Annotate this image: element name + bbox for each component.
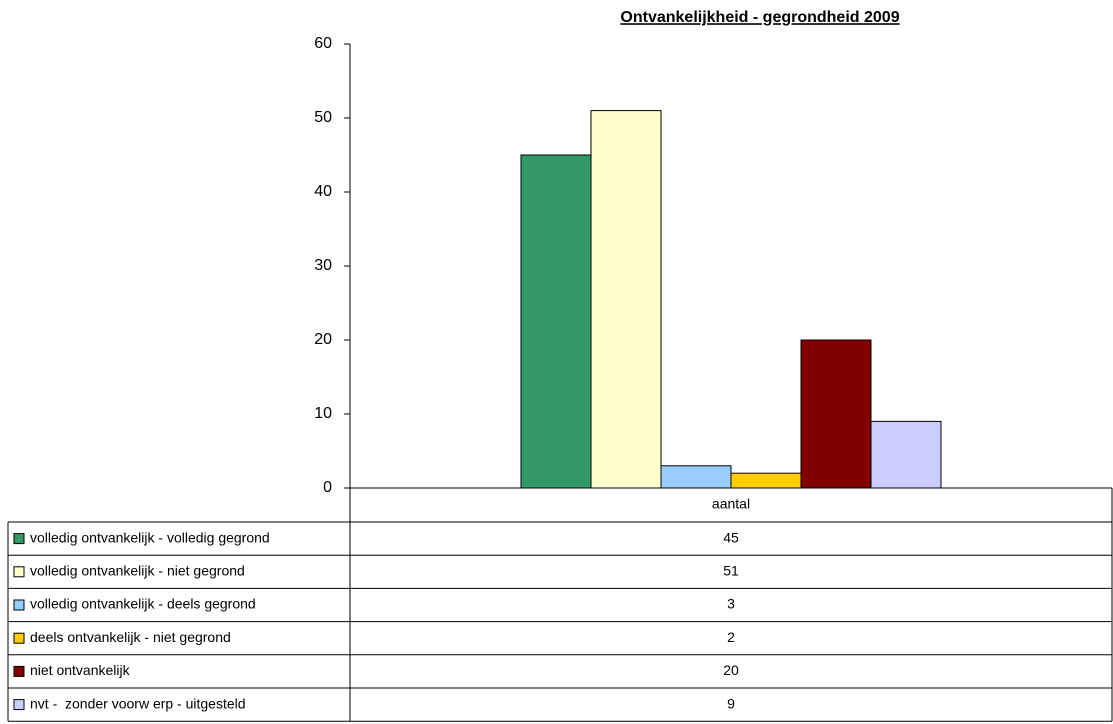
table-value: 2 <box>727 629 735 645</box>
chart-title: Ontvankelijkheid - gegrondheid 2009 <box>620 9 899 26</box>
legend-label: volledig ontvankelijk - deels gegrond <box>30 596 256 612</box>
y-tick-label: 40 <box>314 183 332 200</box>
legend-key <box>13 699 25 711</box>
table-value: 3 <box>727 596 735 612</box>
x-tick-label: aantal <box>712 496 750 512</box>
y-tick-label: 10 <box>314 405 332 422</box>
bar <box>520 154 592 489</box>
y-tick-label: 60 <box>314 35 332 52</box>
table-value: 9 <box>727 695 735 711</box>
y-tick-label: 50 <box>314 109 332 126</box>
bar <box>590 110 662 489</box>
legend-label: volledig ontvankelijk - niet gegrond <box>30 563 245 579</box>
bar <box>730 472 802 489</box>
table-value: 45 <box>723 529 739 545</box>
table-value: 20 <box>723 662 739 678</box>
legend-label: deels ontvankelijk - niet gegrond <box>30 629 231 645</box>
bar <box>800 339 872 489</box>
y-tick-label: 0 <box>323 479 332 496</box>
legend-key <box>13 665 25 677</box>
table-value: 51 <box>723 563 739 579</box>
legend-label: nvt - zonder voorw erp - uitgesteld <box>30 695 246 711</box>
bar <box>660 465 732 489</box>
legend-key <box>13 566 25 578</box>
bar <box>870 420 942 489</box>
legend-label: niet ontvankelijk <box>30 662 131 678</box>
legend-key <box>13 632 25 644</box>
y-tick-label: 20 <box>314 331 332 348</box>
legend-key <box>13 533 25 545</box>
y-tick-label: 30 <box>314 257 332 274</box>
legend-label: volledig ontvankelijk - volledig gegrond <box>30 529 270 545</box>
legend-key <box>13 599 25 611</box>
